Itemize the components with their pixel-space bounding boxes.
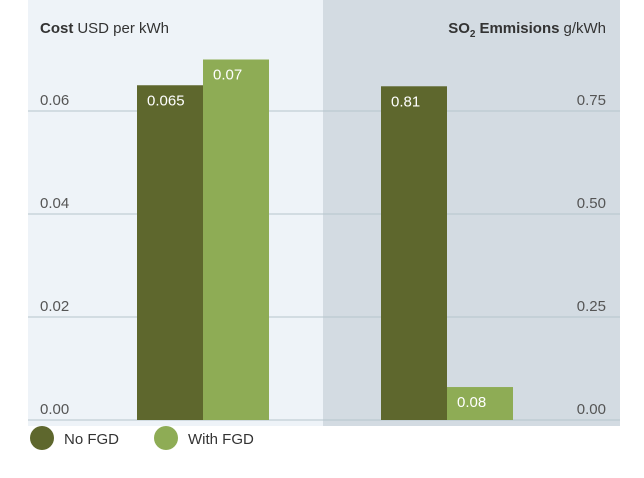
legend-label: No FGD xyxy=(64,431,119,448)
y-tick-label: 0.00 xyxy=(40,401,69,418)
bar xyxy=(137,85,203,420)
right-title: SO2 Emmisions g/kWh xyxy=(448,20,606,40)
value-label: 0.065 xyxy=(147,92,185,109)
y-tick-label: 0.25 xyxy=(577,298,606,315)
title: Cost xyxy=(40,20,73,37)
y-tick-label: 0.06 xyxy=(40,92,69,109)
unit: USD per kWh xyxy=(77,20,169,37)
title: Emmisions xyxy=(479,20,559,37)
y-tick-label: 0.50 xyxy=(577,195,606,212)
left-title: Cost USD per kWh xyxy=(40,20,169,37)
bar xyxy=(447,387,513,420)
unit: g/kWh xyxy=(563,20,606,37)
legend-swatch xyxy=(154,426,178,450)
y-tick-label: 0.75 xyxy=(577,92,606,109)
title-prefix: SO xyxy=(448,20,470,37)
value-label: 0.81 xyxy=(391,93,420,110)
legend-label: With FGD xyxy=(188,431,254,448)
bar xyxy=(381,86,447,420)
value-label: 0.07 xyxy=(213,67,242,84)
value-label: 0.08 xyxy=(457,394,486,411)
bar xyxy=(203,59,269,420)
y-tick-label: 0.04 xyxy=(40,195,69,212)
legend-swatch xyxy=(30,426,54,450)
y-tick-label: 0.02 xyxy=(40,298,69,315)
title-sub: 2 xyxy=(470,29,476,40)
y-tick-label: 0.00 xyxy=(577,401,606,418)
panel-background xyxy=(323,0,620,426)
